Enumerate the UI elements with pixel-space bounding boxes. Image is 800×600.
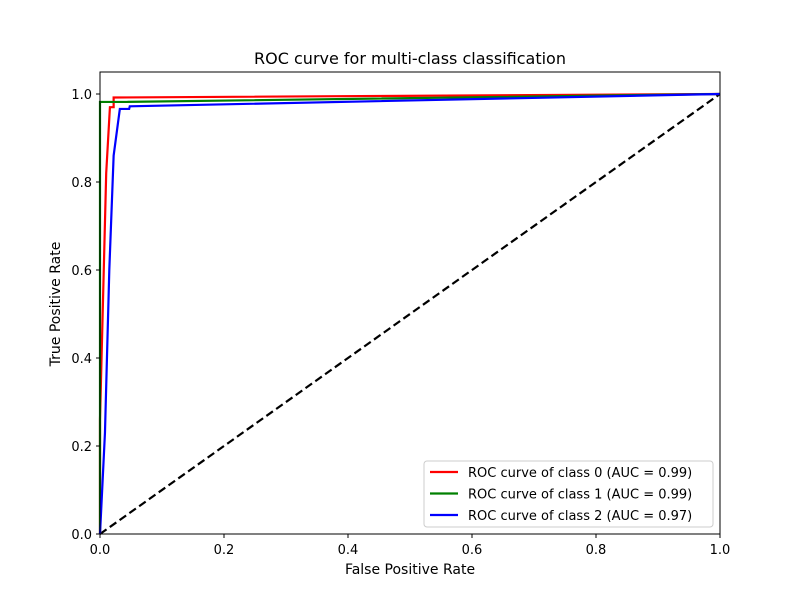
x-tick-label: 0.0 bbox=[90, 543, 111, 558]
plot-area bbox=[98, 71, 721, 535]
y-tick-label: 1.0 bbox=[71, 88, 92, 103]
x-tick-label: 0.2 bbox=[214, 543, 235, 558]
legend-label-class-0: ROC curve of class 0 (AUC = 0.99) bbox=[468, 466, 692, 481]
x-axis-label: False Positive Rate bbox=[345, 562, 475, 578]
plot-frame bbox=[99, 71, 721, 535]
y-tick-label: 0.0 bbox=[71, 528, 92, 543]
y-tick-label: 0.8 bbox=[71, 176, 92, 191]
roc-line-class-2 bbox=[98, 92, 721, 535]
x-tick-label: 1.0 bbox=[710, 543, 731, 558]
y-tick-label: 0.6 bbox=[71, 264, 92, 279]
x-tick-label: 0.8 bbox=[586, 543, 607, 558]
y-axis-ticks: 0.0 0.2 0.4 0.6 0.8 1.0 bbox=[71, 88, 100, 543]
chart-title: ROC curve for multi-class classification bbox=[254, 49, 566, 68]
legend: ROC curve of class 0 (AUC = 0.99) ROC cur… bbox=[423, 460, 714, 528]
legend-box bbox=[423, 460, 714, 528]
legend-label-class-1: ROC curve of class 1 (AUC = 0.99) bbox=[468, 488, 692, 503]
y-tick-label: 0.2 bbox=[71, 440, 92, 455]
chance-diagonal-line bbox=[99, 93, 721, 535]
x-tick-label: 0.6 bbox=[462, 543, 483, 558]
x-tick-label: 0.4 bbox=[338, 543, 359, 558]
y-tick-label: 0.4 bbox=[71, 352, 92, 367]
legend-label-class-2: ROC curve of class 2 (AUC = 0.97) bbox=[468, 509, 692, 524]
y-axis-label: True Positive Rate bbox=[48, 242, 64, 368]
x-axis-ticks: 0.0 0.2 0.4 0.6 0.8 1.0 bbox=[90, 534, 731, 558]
